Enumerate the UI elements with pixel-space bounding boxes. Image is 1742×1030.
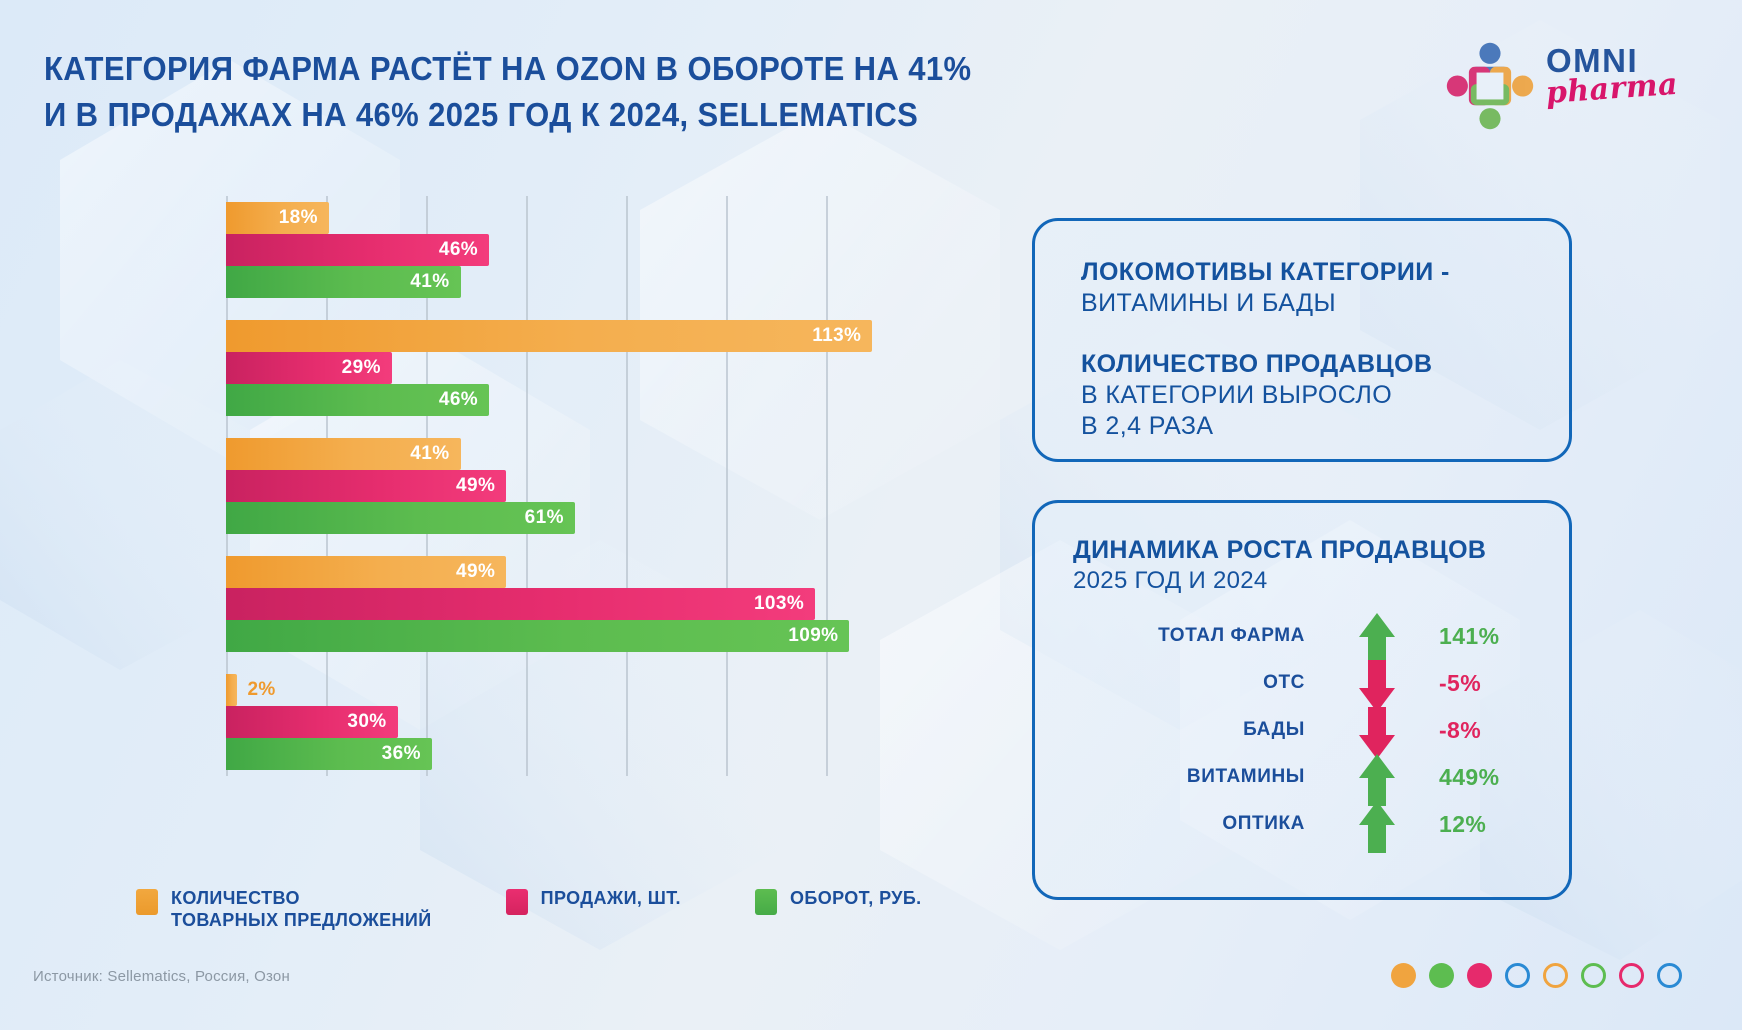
chart-bar: 41% bbox=[226, 438, 461, 470]
chart-bar-value: 113% bbox=[812, 325, 862, 346]
chart-bar: 46% bbox=[226, 234, 490, 266]
chart-legend: КОЛИЧЕСТВО ТОВАРНЫХ ПРЕДЛОЖЕНИЙ ПРОДАЖИ, … bbox=[136, 888, 996, 932]
legend-swatch-offers bbox=[136, 889, 158, 915]
seller-growth-row: ТОТАЛ ФАРМА 141% bbox=[1035, 613, 1569, 665]
locomotives-detail: ВИТАМИНЫ И БАДЫ bbox=[1081, 289, 1337, 317]
chart-bar-value: 103% bbox=[753, 593, 805, 614]
seller-growth-label: ТОТАЛ ФАРМА bbox=[1158, 625, 1305, 646]
arrow-up-icon bbox=[1359, 754, 1395, 806]
arrow-up-icon bbox=[1359, 801, 1395, 853]
bar-chart: ТОТАЛ ФАРМА18%46%41%OTC113%29%46%БАДЫ41%… bbox=[44, 196, 904, 776]
pagination-dot[interactable] bbox=[1619, 963, 1644, 988]
chart-bar-value: 49% bbox=[456, 475, 496, 496]
chart-bar-value: 41% bbox=[410, 443, 450, 464]
logo-omni-text: OMNI bbox=[1546, 42, 1639, 79]
pagination-dot[interactable] bbox=[1581, 963, 1606, 988]
highlights-panel: ЛОКОМОТИВЫ КАТЕГОРИИ - ВИТАМИНЫ И БАДЫ К… bbox=[1032, 218, 1572, 462]
seller-growth-title: ДИНАМИКА РОСТА ПРОДАВЦОВ 2025 ГОД И 2024 bbox=[1073, 535, 1486, 596]
seller-growth-list: ТОТАЛ ФАРМА 141% OTC -5% БАДЫ -8% ВИТАМИНЫ 449%… bbox=[1035, 613, 1569, 853]
chart-gridline bbox=[726, 196, 728, 776]
seller-growth-label: БАДЫ bbox=[1243, 719, 1305, 740]
legend-swatch-sales bbox=[505, 889, 528, 915]
header: КАТЕГОРИЯ ФАРМА РАСТЁТ НА OZON В ОБОРОТЕ… bbox=[44, 46, 1294, 137]
sellers-count-heading: КОЛИЧЕСТВО ПРОДАВЦОВ bbox=[1081, 350, 1433, 378]
chart-bar: 46% bbox=[226, 384, 490, 416]
highlight-block-locomotives: ЛОКОМОТИВЫ КАТЕГОРИИ - ВИТАМИНЫ И БАДЫ bbox=[1081, 257, 1450, 319]
seller-growth-value: 449% bbox=[1439, 764, 1500, 790]
chart-bar-value: 109% bbox=[788, 625, 839, 646]
chart-bar: 18% bbox=[226, 202, 329, 234]
seller-growth-value: 12% bbox=[1439, 811, 1487, 837]
chart-bar: 2% bbox=[226, 674, 275, 706]
pagination-dot[interactable] bbox=[1543, 963, 1568, 988]
title-line-1: КАТЕГОРИЯ ФАРМА РАСТЁТ НА OZON В ОБОРОТЕ… bbox=[44, 50, 972, 87]
chart-bar: 61% bbox=[226, 502, 575, 534]
locomotives-heading: ЛОКОМОТИВЫ КАТЕГОРИИ - bbox=[1081, 258, 1450, 286]
pagination-dot[interactable] bbox=[1505, 963, 1530, 988]
pagination-dot[interactable] bbox=[1391, 963, 1416, 988]
highlight-block-sellers-count: КОЛИЧЕСТВО ПРОДАВЦОВ В КАТЕГОРИИ ВЫРОСЛО… bbox=[1081, 349, 1432, 442]
legend-label: ПРОДАЖИ, ШТ. bbox=[540, 888, 681, 908]
seller-growth-period: 2025 ГОД И 2024 bbox=[1073, 566, 1268, 594]
pagination-dots bbox=[1391, 963, 1682, 988]
seller-growth-row: БАДЫ -8% bbox=[1035, 707, 1569, 759]
seller-growth-row: OTC -5% bbox=[1035, 660, 1569, 712]
seller-growth-value: 141% bbox=[1439, 623, 1500, 649]
title-line-2: И В ПРОДАЖАХ НА 46% 2025 ГОД К 2024, SEL… bbox=[44, 95, 919, 133]
chart-bar-value: 29% bbox=[341, 357, 381, 378]
pagination-dot[interactable] bbox=[1467, 963, 1492, 988]
chart-bar-value: 30% bbox=[347, 711, 387, 732]
chart-bar: 36% bbox=[226, 738, 432, 770]
seller-growth-row: ОПТИКА 12% bbox=[1035, 801, 1569, 853]
chart-plot-area: ТОТАЛ ФАРМА18%46%41%OTC113%29%46%БАДЫ41%… bbox=[226, 196, 904, 776]
arrow-down-icon bbox=[1359, 707, 1395, 759]
chart-bar: 49% bbox=[226, 556, 507, 588]
chart-bar: 103% bbox=[226, 588, 816, 620]
chart-gridline bbox=[626, 196, 628, 776]
chart-bar: 109% bbox=[226, 620, 850, 652]
people-circle-icon bbox=[1446, 42, 1534, 130]
source-note: Источник: Sellematics, Россия, Озон bbox=[33, 968, 290, 985]
chart-gridline bbox=[526, 196, 528, 776]
seller-growth-label: ВИТАМИНЫ bbox=[1186, 766, 1305, 787]
logo: OMNI pharma bbox=[1442, 38, 1692, 134]
chart-bar-value: 2% bbox=[247, 679, 276, 700]
legend-item: КОЛИЧЕСТВО ТОВАРНЫХ ПРЕДЛОЖЕНИЙ bbox=[136, 888, 432, 932]
seller-growth-value: -8% bbox=[1439, 717, 1482, 743]
seller-growth-row: ВИТАМИНЫ 449% bbox=[1035, 754, 1569, 806]
logo-pharma-text: pharma bbox=[1544, 66, 1680, 111]
pagination-dot[interactable] bbox=[1657, 963, 1682, 988]
chart-bar-value: 36% bbox=[381, 743, 421, 764]
seller-growth-value: -5% bbox=[1439, 670, 1482, 696]
seller-growth-panel: ДИНАМИКА РОСТА ПРОДАВЦОВ 2025 ГОД И 2024… bbox=[1032, 500, 1572, 900]
logo-wordmark: OMNI pharma bbox=[1544, 42, 1692, 111]
chart-bar: 113% bbox=[226, 320, 873, 352]
chart-gridline bbox=[826, 196, 828, 776]
chart-bar: 29% bbox=[226, 352, 392, 384]
chart-bar-value: 41% bbox=[410, 271, 450, 292]
chart-bar: 30% bbox=[226, 706, 398, 738]
seller-growth-heading: ДИНАМИКА РОСТА ПРОДАВЦОВ bbox=[1073, 536, 1487, 564]
page-title: КАТЕГОРИЯ ФАРМА РАСТЁТ НА OZON В ОБОРОТЕ… bbox=[44, 46, 1294, 137]
sellers-count-detail: В КАТЕГОРИИ ВЫРОСЛО В 2,4 РАЗА bbox=[1081, 381, 1393, 440]
legend-swatch-turn bbox=[754, 889, 777, 915]
arrow-down-icon bbox=[1359, 660, 1395, 712]
chart-bar-value: 46% bbox=[438, 239, 479, 260]
legend-item: ОБОРОТ, РУБ. bbox=[754, 888, 922, 915]
arrow-up-icon bbox=[1359, 613, 1395, 665]
legend-label: ОБОРОТ, РУБ. bbox=[789, 888, 922, 908]
chart-bar-value: 49% bbox=[456, 561, 496, 582]
chart-bar-value: 18% bbox=[278, 207, 318, 228]
chart-bar: 41% bbox=[226, 266, 461, 298]
pagination-dot[interactable] bbox=[1429, 963, 1454, 988]
seller-growth-label: ОПТИКА bbox=[1222, 813, 1305, 834]
seller-growth-label: OTC bbox=[1263, 672, 1305, 693]
legend-item: ПРОДАЖИ, ШТ. bbox=[505, 888, 681, 915]
chart-bar-value: 61% bbox=[524, 507, 564, 528]
chart-bar: 49% bbox=[226, 470, 507, 502]
legend-label: КОЛИЧЕСТВО ТОВАРНЫХ ПРЕДЛОЖЕНИЙ bbox=[171, 888, 432, 930]
chart-bar-value: 46% bbox=[438, 389, 479, 410]
